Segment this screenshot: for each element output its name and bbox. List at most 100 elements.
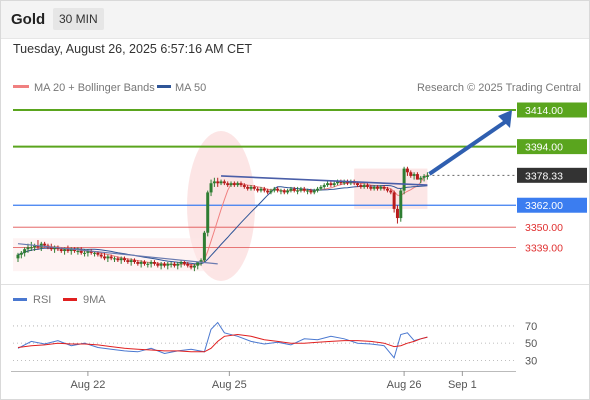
x-tick-label-Sep 1: Sep 1 [448, 379, 477, 391]
candle-body [53, 247, 57, 250]
candle-body [139, 262, 143, 264]
key-levels [13, 108, 516, 248]
candle-body [29, 247, 33, 249]
candle-body [142, 262, 146, 264]
candle-body [379, 186, 383, 189]
candle-body [26, 247, 30, 250]
candle-body [329, 183, 333, 186]
candle-body [83, 252, 87, 254]
candle-body [236, 183, 240, 186]
candle-body [362, 185, 366, 187]
candle-body [63, 249, 67, 252]
candle-body [79, 251, 83, 253]
chart-header: Gold 30 MIN [1, 1, 589, 39]
rsi-legend-label: RSI [33, 294, 51, 306]
trendline-lower [17, 243, 218, 265]
candle-body [395, 208, 399, 219]
candle-body [425, 175, 429, 177]
candle-body [382, 186, 386, 189]
rsi-panel: 70 50 30 [13, 321, 537, 367]
candle-body [113, 258, 117, 260]
level-tag-3394.00 [517, 139, 587, 155]
candle-body [216, 181, 220, 184]
candle-body [209, 183, 213, 193]
candle-body [309, 190, 313, 193]
candle-body [162, 263, 166, 266]
x-tick-label-Aug 25: Aug 25 [212, 379, 247, 391]
candle-body [262, 188, 266, 191]
candle-body [96, 252, 100, 255]
candle-body [269, 190, 273, 193]
bollinger-bands [13, 131, 428, 281]
level-label-3362.00: 3362.00 [525, 200, 563, 212]
candle-body [69, 249, 73, 252]
rsi-legend-swatch [13, 298, 27, 301]
candle-body [206, 192, 210, 233]
credit-text: Research © 2025 Trading Central [417, 82, 581, 94]
annotations [17, 109, 512, 265]
rsi-ma-line [17, 333, 428, 353]
candle-body [422, 175, 426, 178]
candle-body [129, 260, 133, 263]
candle-body [169, 263, 173, 265]
bollinger-band-left [13, 238, 213, 272]
candle-body [375, 186, 379, 189]
candle-body [339, 181, 343, 184]
candle-body [103, 256, 107, 259]
candle-body [166, 263, 170, 266]
candle-body [296, 190, 300, 192]
projection-arrow-head [498, 109, 512, 128]
candle-body [246, 186, 250, 189]
ma50-legend-label: MA 50 [175, 82, 206, 94]
level-label-3414.00: 3414.00 [525, 105, 563, 117]
candle-body [146, 263, 150, 265]
ma50-legend-swatch [157, 85, 171, 88]
candle-body [49, 247, 53, 250]
candle-body [385, 188, 389, 191]
timestamp: Tuesday, August 26, 2025 6:57:16 AM CET [13, 42, 253, 56]
candle-body [182, 262, 186, 264]
ma50-line [17, 185, 428, 265]
candle-body [149, 262, 153, 264]
level-label-3394.00: 3394.00 [525, 142, 563, 154]
ma20-legend-label: MA 20 + Bollinger Bands [34, 82, 155, 94]
candle-body [199, 260, 203, 263]
level-tag-3362.00 [517, 197, 587, 213]
candle-body [332, 183, 336, 186]
candle-body [179, 262, 183, 264]
candle-body [316, 188, 320, 191]
candle-body [159, 263, 163, 266]
candle-body [402, 168, 406, 191]
candle-body [256, 188, 260, 191]
level-labels: 3414.00 3394.00 3378.33 3362.00 3350.00 3339.… [517, 102, 587, 254]
candle-body [279, 190, 283, 192]
candle-body [252, 186, 256, 189]
candle-body [86, 251, 90, 253]
candle-body [336, 181, 340, 184]
candle-body [99, 254, 103, 257]
candles [16, 166, 429, 272]
candle-body [66, 249, 70, 252]
candle-body [289, 188, 293, 191]
ma20-legend-swatch [13, 85, 29, 88]
rsi-line [17, 321, 428, 359]
candle-body [132, 260, 136, 263]
rsi-ma-legend-label: 9MA [83, 294, 106, 306]
level-label-3350.00: 3350.00 [525, 222, 563, 234]
candle-body [259, 188, 263, 191]
candle-body [116, 258, 120, 261]
candle-body [196, 262, 200, 266]
candle-body [106, 256, 110, 259]
candle-body [33, 245, 37, 248]
candle-body [232, 183, 236, 186]
rsi-ma-legend-swatch [63, 298, 77, 301]
candle-body [292, 188, 296, 191]
candle-body [369, 186, 373, 189]
candle-body [412, 174, 416, 176]
timeframe-button[interactable]: 30 MIN [53, 8, 104, 30]
candle-body [409, 172, 413, 176]
candle-body [372, 186, 376, 189]
candle-body [19, 252, 23, 255]
candle-body [189, 265, 193, 268]
